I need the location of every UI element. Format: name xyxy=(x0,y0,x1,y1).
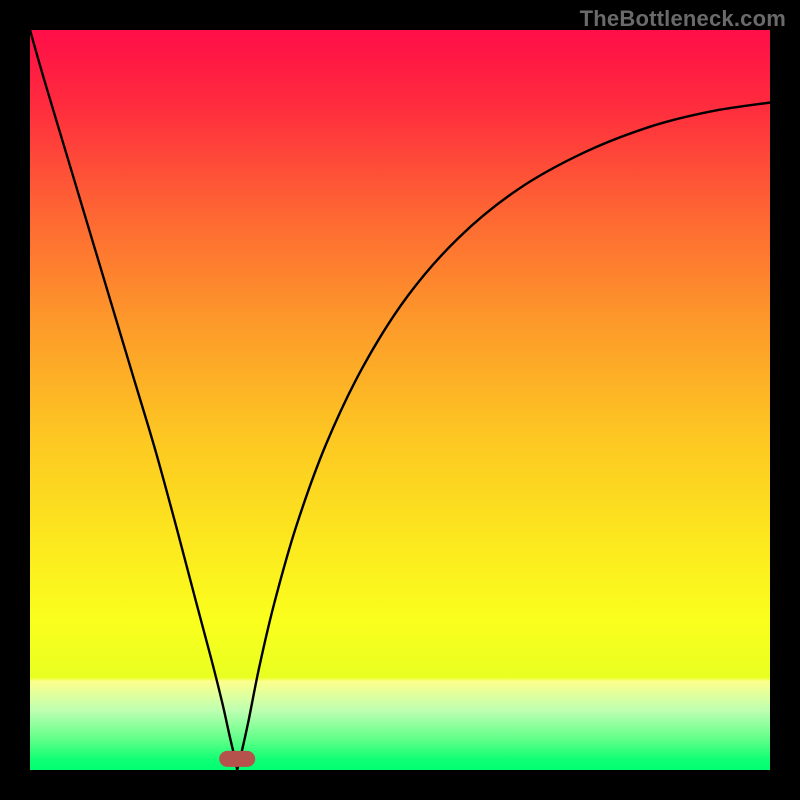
watermark-text: TheBottleneck.com xyxy=(580,6,786,32)
vertex-marker xyxy=(219,751,255,767)
chart-stage: TheBottleneck.com xyxy=(0,0,800,800)
chart-svg xyxy=(0,0,800,800)
